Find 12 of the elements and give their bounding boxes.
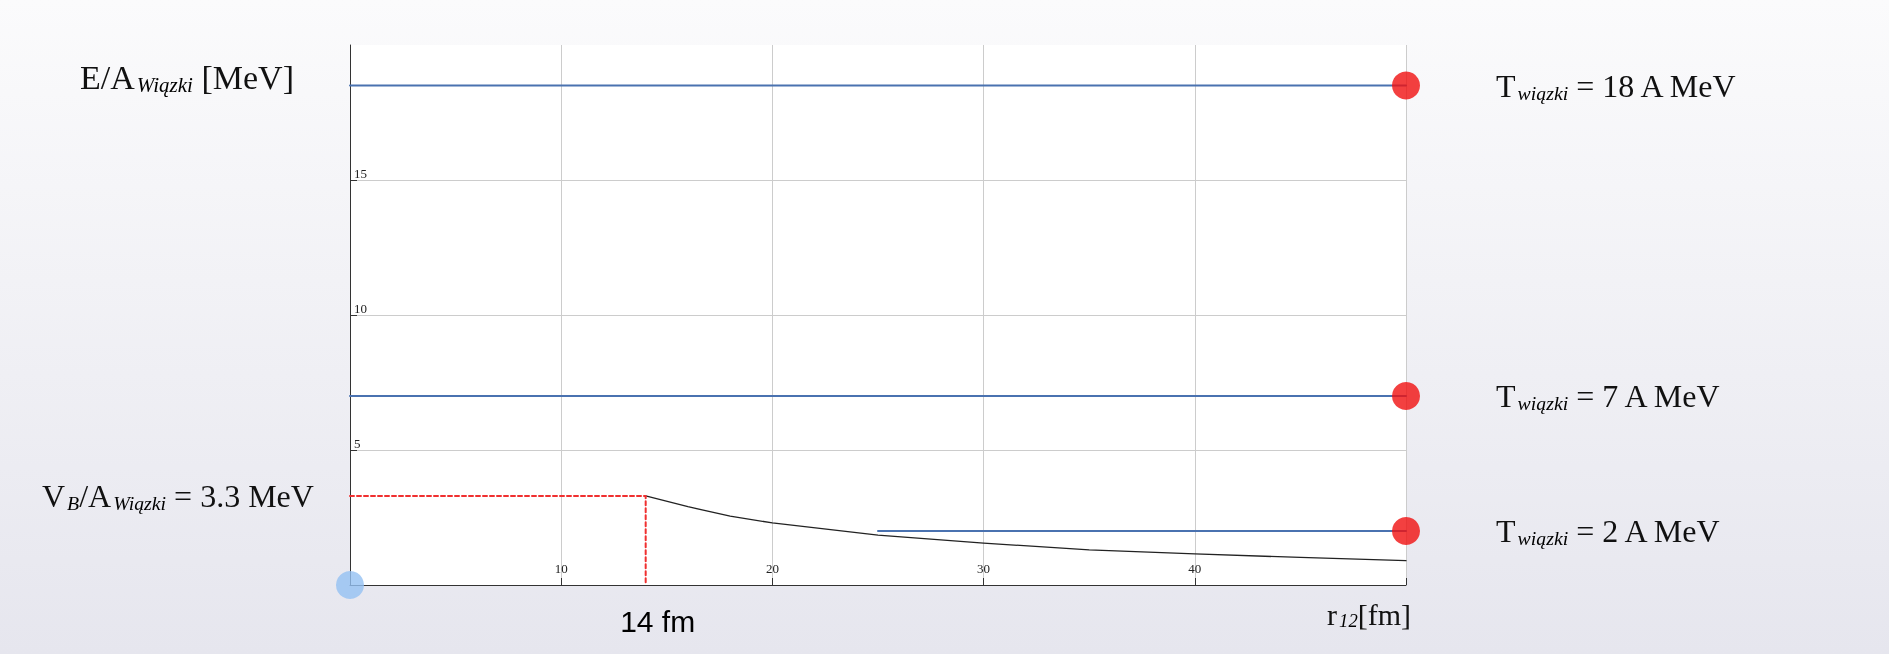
annotation: Twiązki = 7 A MeV (1496, 378, 1720, 415)
x-tick-label: 40 (1188, 561, 1202, 576)
y-tick-label: 5 (354, 436, 361, 451)
x-tick-label: 30 (977, 561, 991, 576)
annotation: 14 fm (620, 604, 696, 638)
annotation: Twiązki = 18 A MeV (1496, 67, 1736, 104)
annotation: Twiązki = 2 A MeV (1496, 513, 1720, 550)
annotation: VB/AWiązki = 3.3 MeV (42, 477, 314, 515)
y-tick-label: 10 (354, 301, 367, 316)
x-tick-label: 10 (554, 561, 568, 576)
x-tick-label: 20 (765, 561, 779, 576)
y-tick-label: 15 (354, 166, 367, 181)
